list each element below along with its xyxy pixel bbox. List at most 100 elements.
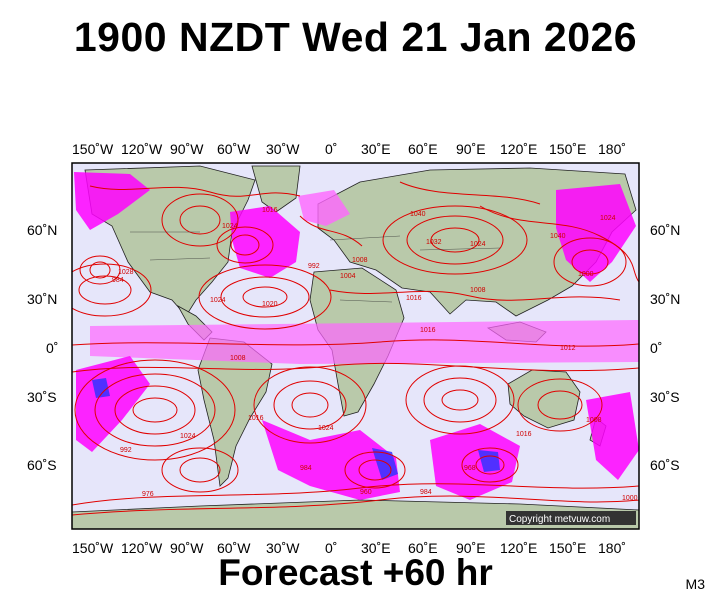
isobar-label: 1004 [340,273,356,280]
isobar-label: 1024 [222,223,238,230]
lat-label: 60˚N [650,222,680,238]
lon-label: 150˚W [72,540,114,556]
copyright-text: Copyright metvuw.com [509,514,610,525]
precip-deep-atlantic [372,448,398,480]
isobar-ring [430,227,480,253]
isobar-label: 992 [308,263,320,270]
lat-label: 30˚N [650,291,680,307]
isobar-label: 984 [300,465,312,472]
isobar-label: 1016 [420,327,436,334]
isobar-band [329,289,621,301]
isobar-label: 1008 [352,257,368,264]
isobar-label: 1008 [586,417,602,424]
isobar-lines [72,181,639,516]
borders [130,231,501,303]
isobar-ring [74,359,236,461]
isobar-label: 1020 [262,301,278,308]
isobar-label: 1024 [318,425,334,432]
lat-label: 60˚S [650,457,680,473]
isobar-ring [571,249,609,275]
border-line [130,231,501,303]
lon-label: 30˚E [361,540,391,556]
isobar-ring [382,205,528,275]
isobar-ring [114,385,196,435]
lon-label: 30˚W [266,141,300,157]
isobar-ring [273,380,347,430]
isobar-label: 1024 [600,215,616,222]
bottom-longitude-labels: 150˚W 120˚W 90˚W 60˚W 30˚W 0˚ 30˚E 60˚E … [72,540,626,556]
isobar-ring [344,451,406,489]
isobar-ring [179,457,221,483]
land-antarctica [72,499,639,529]
isobar-ring [94,373,216,447]
lon-label: 120˚E [500,540,537,556]
isobar-ring [253,366,367,444]
precip-europe [298,190,350,226]
lon-label: 0˚ [325,141,337,157]
isobar-label: 992 [120,447,132,454]
lon-label: 120˚W [121,141,163,157]
lon-label: 60˚E [408,540,438,556]
map-title: 1900 NZDT Wed 21 Jan 2026 [73,14,638,60]
isobar-label: 1016 [262,207,278,214]
isobar-ring [475,455,505,475]
isobar-ring [132,397,178,423]
lon-label: 150˚E [549,141,586,157]
isobar-label: 1000 [622,495,638,502]
isobar-ring [537,390,583,420]
isobar-band [299,215,363,247]
precip-south-atlantic [262,420,400,500]
isobar-ring [220,276,310,318]
lon-label: 90˚E [456,540,486,556]
isobar-ring [291,392,329,418]
isobar-label: 1000 [578,271,594,278]
isobar-ring [517,378,603,432]
isobar-label: 1008 [470,287,486,294]
lon-label: 60˚W [217,540,251,556]
lat-label: 30˚N [27,291,57,307]
isobar-label: 968 [464,465,476,472]
isobar-ring [161,193,239,247]
copyright-badge [506,511,636,525]
precip-east-asia [556,184,636,282]
isobar-band [72,483,639,506]
isobar-band [399,181,541,205]
lon-label: 150˚W [72,141,114,157]
isobar-ring [161,447,239,493]
lon-label: 150˚E [549,540,586,556]
map-frame [71,162,640,530]
isobar-label: 1016 [248,415,264,422]
isobar-band [479,205,639,283]
isobar-band [72,339,639,347]
isobar-band [72,495,639,516]
land-greenland [251,165,301,213]
isobar-band [89,185,301,197]
precip-deep-indian [478,450,500,472]
isobar-label: 984 [112,277,124,284]
isobar-label: 1024 [210,297,226,304]
top-longitude-labels: 150˚W 120˚W 90˚W 60˚W 30˚W 0˚ 30˚E 60˚E … [72,141,626,157]
right-latitude-labels: 60˚N 30˚N 0˚ 30˚S 60˚S [650,222,680,473]
isobar-label: 1016 [516,431,532,438]
lon-label: 180˚ [598,141,626,157]
lon-label: 60˚W [217,141,251,157]
isobar-ring [79,255,121,285]
isobar-ring [216,226,274,264]
left-latitude-labels: 60˚N 30˚N 0˚ 30˚S 60˚S [27,222,58,473]
isobar-ring [78,275,132,305]
isobar-labels: 1028 1024 1020 984 1024 1016 992 1004 10… [112,207,638,502]
isobar-label: 1028 [118,269,134,276]
isobar-label: 984 [420,489,432,496]
lon-label: 30˚W [266,540,300,556]
isobar-ring [423,377,497,423]
lon-label: 0˚ [325,540,337,556]
isobar-ring [358,459,392,481]
isobar-label: 1032 [426,239,442,246]
lon-label: 90˚E [456,141,486,157]
isobar-ring [461,447,519,483]
precip-north-atlantic [230,206,300,278]
lon-label: 30˚E [361,141,391,157]
isobar-label: 1040 [550,233,566,240]
forecast-label: Forecast +60 hr [218,552,493,593]
precip-deep-pacific [92,378,110,398]
